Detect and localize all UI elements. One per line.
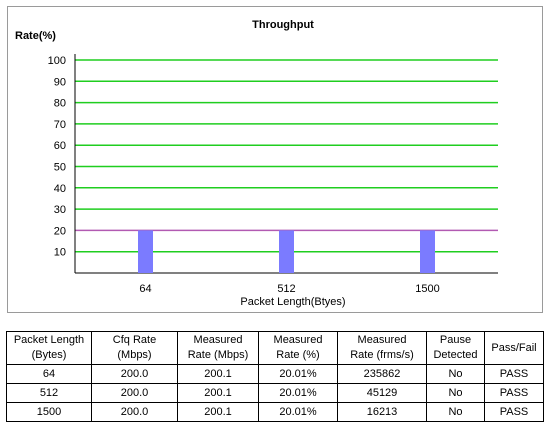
table-cell: No	[426, 383, 485, 403]
bar-64	[138, 230, 153, 273]
column-header-text: Rate (frms/s)	[350, 349, 414, 361]
table-cell: PASS	[484, 364, 544, 384]
table-cell: 512	[6, 383, 92, 403]
table-cell: 200.1	[177, 383, 259, 403]
bar-512	[279, 230, 294, 273]
column-header: Pass/Fail	[484, 331, 544, 365]
column-header: Measured Rate (%)	[258, 331, 338, 365]
x-tick-label: 64	[139, 283, 151, 295]
column-header-text: Measured	[357, 334, 407, 346]
table-row: 64 200.0 200.1 20.01% 235862 No PASS	[6, 364, 544, 384]
column-header-text: Pause	[439, 334, 472, 346]
column-header-text: Pass/Fail	[491, 341, 537, 354]
table-cell: 64	[6, 364, 92, 384]
y-tick-label: 70	[54, 119, 66, 131]
table-cell: 20.01%	[258, 364, 338, 384]
table-header-row: Packet Length (Bytes) Cfq Rate (Mbps) Measur…	[6, 331, 544, 365]
column-header-text: (Mbps)	[117, 349, 152, 361]
y-tick-label: 10	[54, 247, 66, 259]
table-cell: 20.01%	[258, 383, 338, 403]
table-cell: 45129	[337, 383, 427, 403]
column-header-text: Rate (%)	[276, 349, 320, 361]
chart-frame: Throughput Rate(%) Packet Length(Btyes) …	[7, 6, 543, 313]
y-tick-label: 60	[54, 140, 66, 152]
y-axis-label: Rate(%)	[15, 30, 56, 42]
y-tick-label: 20	[54, 225, 66, 237]
column-header: Cfq Rate (Mbps)	[91, 331, 178, 365]
column-header: Pause Detected	[426, 331, 485, 365]
table-cell: No	[426, 364, 485, 384]
column-header: Measured Rate (Mbps)	[177, 331, 259, 365]
x-tick-label: 1500	[415, 283, 439, 295]
table-cell: 20.01%	[258, 402, 338, 422]
x-axis-label: Packet Length(Btyes)	[240, 296, 345, 308]
y-tick-label: 100	[48, 55, 66, 67]
bar-1500	[420, 230, 435, 273]
column-header-text: Packet Length	[13, 334, 85, 346]
column-header-text: (Bytes)	[31, 349, 67, 361]
chart-title: Throughput	[252, 19, 314, 31]
table-cell: 200.1	[177, 364, 259, 384]
column-header: Measured Rate (frms/s)	[337, 331, 427, 365]
throughput-chart: Throughput Rate(%) Packet Length(Btyes) …	[15, 19, 498, 308]
column-header-text: Measured	[273, 334, 323, 346]
column-header-text: Measured	[193, 334, 243, 346]
table-cell: PASS	[484, 383, 544, 403]
table-cell: 200.1	[177, 402, 259, 422]
y-tick-label: 40	[54, 183, 66, 195]
table-cell: 1500	[6, 402, 92, 422]
table-cell: 200.0	[91, 383, 178, 403]
column-header-text: Rate (Mbps)	[187, 349, 249, 361]
y-tick-label: 90	[54, 76, 66, 88]
y-tick-label: 30	[54, 204, 66, 216]
table-cell: No	[426, 402, 485, 422]
x-tick-label: 512	[277, 283, 295, 295]
y-tick-label: 80	[54, 98, 66, 110]
table-row: 512 200.0 200.1 20.01% 45129 No PASS	[6, 383, 544, 403]
column-header-text: Detected	[433, 349, 478, 361]
table-cell: 200.0	[91, 364, 178, 384]
table-cell: 200.0	[91, 402, 178, 422]
y-tick-label: 50	[54, 162, 66, 174]
column-header: Packet Length (Bytes)	[6, 331, 92, 365]
results-table: Packet Length (Bytes) Cfq Rate (Mbps) Measur…	[6, 331, 544, 422]
table-cell: PASS	[484, 402, 544, 422]
table-row: 1500 200.0 200.1 20.01% 16213 No PASS	[6, 402, 544, 422]
table-cell: 235862	[337, 364, 427, 384]
column-header-text: Cfq Rate	[112, 334, 157, 346]
table-cell: 16213	[337, 402, 427, 422]
